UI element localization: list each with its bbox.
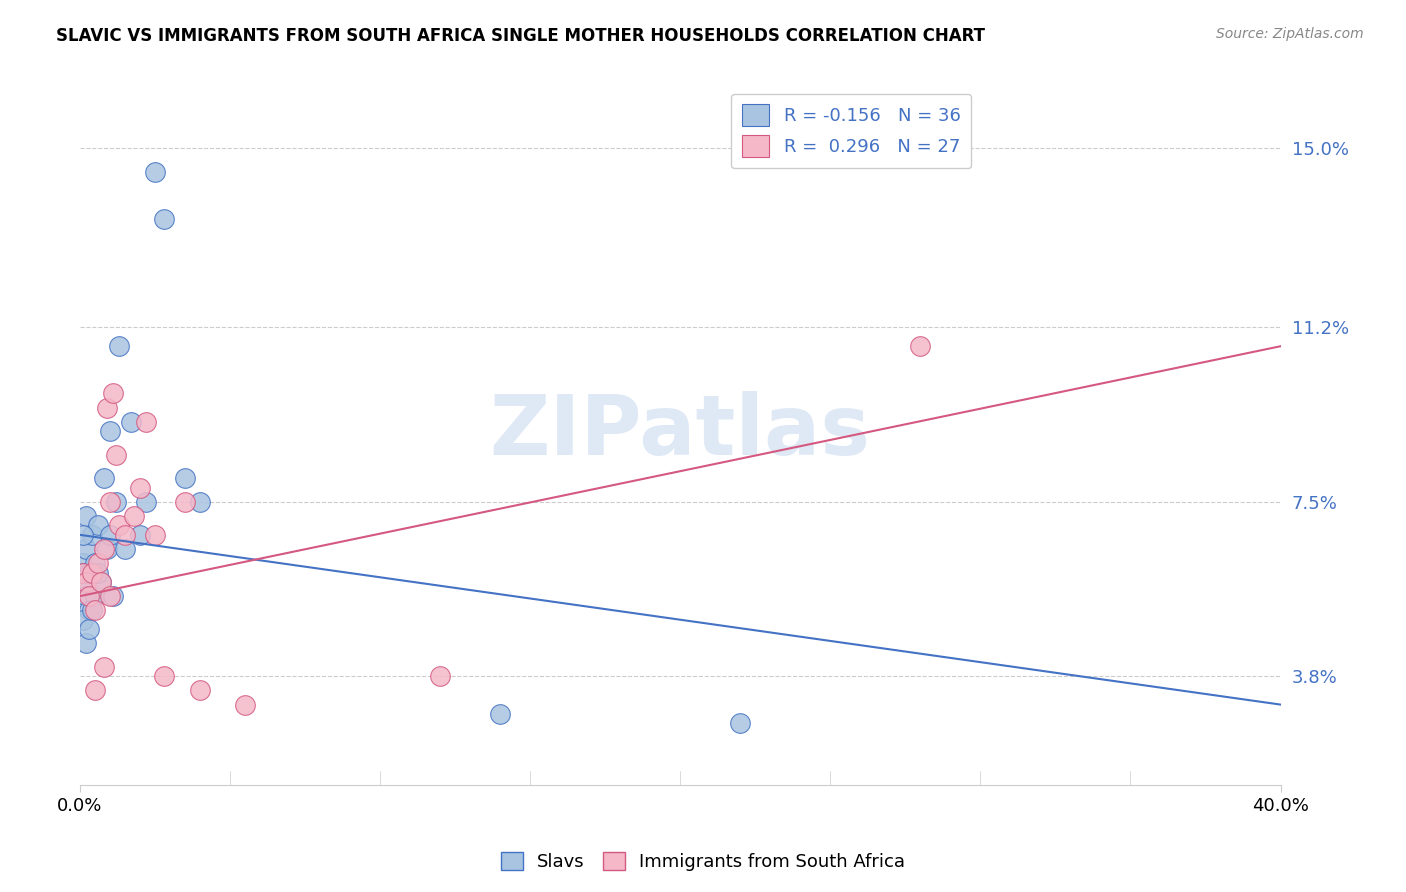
Point [80,566,103,580]
Point [83,683,105,698]
Point [135,415,157,429]
Point [153,211,176,226]
Point [77,622,100,636]
Point [87,518,110,533]
Text: Source: ZipAtlas.com: Source: ZipAtlas.com [1216,27,1364,41]
Point [101,589,124,603]
Point [83,589,105,603]
Point [75,574,97,589]
Point [75,636,97,650]
Point [90,574,112,589]
Point [135,495,157,509]
Point [93,471,115,485]
Point [77,566,100,580]
Legend: R = -0.156   N = 36, R =  0.296   N = 27: R = -0.156 N = 36, R = 0.296 N = 27 [731,94,972,169]
Point [143,165,166,179]
Point [83,603,105,617]
Point [77,589,100,603]
Point [72,574,94,589]
Point [104,448,127,462]
Point [87,556,110,570]
Text: SLAVIC VS IMMIGRANTS FROM SOUTH AFRICA SINGLE MOTHER HOUSEHOLDS CORRELATION CHAR: SLAVIC VS IMMIGRANTS FROM SOUTH AFRICA S… [56,27,986,45]
Point [114,541,136,556]
Point [87,566,110,580]
Point [489,706,512,721]
Point [153,669,176,683]
Point [96,541,118,556]
Point [75,508,97,523]
Point [75,589,97,603]
Point [72,528,94,542]
Point [104,495,127,509]
Point [122,508,145,523]
Point [93,660,115,674]
Point [77,603,100,617]
Point [174,495,197,509]
Point [80,603,103,617]
Point [93,541,115,556]
Point [72,613,94,627]
Point [188,495,211,509]
Point [188,683,211,698]
Point [174,471,197,485]
Point [114,528,136,542]
Point [98,424,121,438]
Point [120,415,142,429]
Point [101,386,124,401]
Point [83,556,105,570]
Point [72,566,94,580]
Text: ZIPatlas: ZIPatlas [489,391,870,472]
Point [910,339,932,353]
Point [429,669,451,683]
Point [98,589,121,603]
Point [129,528,152,542]
Point [75,541,97,556]
Point [72,566,94,580]
Point [80,528,103,542]
Point [233,698,256,712]
Point [108,339,131,353]
Point [730,716,752,731]
Point [98,495,121,509]
Point [98,528,121,542]
Point [96,401,118,415]
Point [72,556,94,570]
Point [90,574,112,589]
Point [108,518,131,533]
Point [143,528,166,542]
Point [129,481,152,495]
Legend: Slavs, Immigrants from South Africa: Slavs, Immigrants from South Africa [494,845,912,879]
